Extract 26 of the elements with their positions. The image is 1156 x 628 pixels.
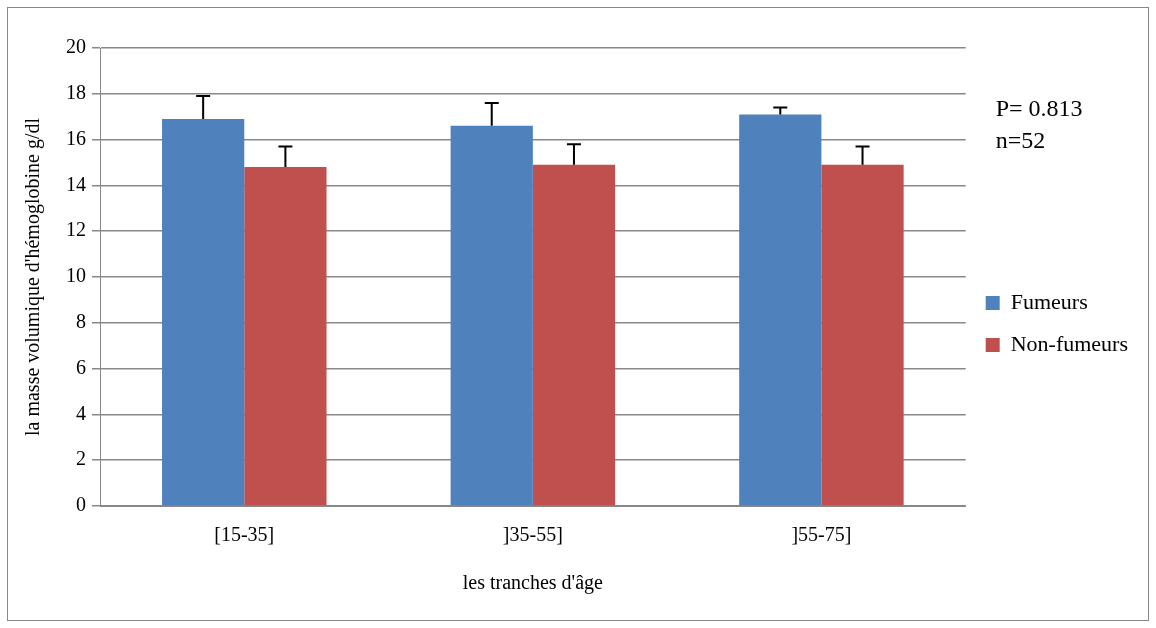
bar: [739, 114, 822, 506]
y-tick-label: 10: [66, 264, 86, 287]
y-tick-label: 20: [66, 35, 86, 58]
x-axis-title: les tranches d'âge: [462, 571, 604, 595]
x-tick-label: [15-35]: [214, 523, 275, 546]
x-tick-label: ]55-75]: [791, 523, 852, 546]
text: P= 0.813: [995, 95, 1083, 122]
y-tick-label: 12: [66, 218, 86, 241]
y-axis-title: la masse volumique d'hémoglobine g/dl: [21, 117, 45, 436]
x-tick-label: ]35-55]: [502, 523, 563, 546]
y-tick-label: 8: [76, 310, 86, 333]
legend-label: Fumeurs: [1010, 288, 1088, 314]
bar: [532, 164, 616, 506]
y-tick-label: 14: [66, 172, 86, 195]
y-tick-label: 16: [66, 126, 86, 149]
y-tick-label: 4: [76, 401, 86, 424]
bar: [244, 167, 327, 506]
bar: [450, 125, 533, 506]
text: n=52: [995, 127, 1046, 154]
y-tick-label: 6: [76, 355, 86, 378]
legend-label: Non-fumeurs: [1010, 330, 1129, 356]
y-tick-label: 0: [76, 493, 86, 516]
bar: [162, 118, 245, 506]
y-tick-label: 2: [76, 447, 86, 470]
y-tick-label: 18: [66, 81, 86, 104]
bar: [821, 164, 904, 506]
